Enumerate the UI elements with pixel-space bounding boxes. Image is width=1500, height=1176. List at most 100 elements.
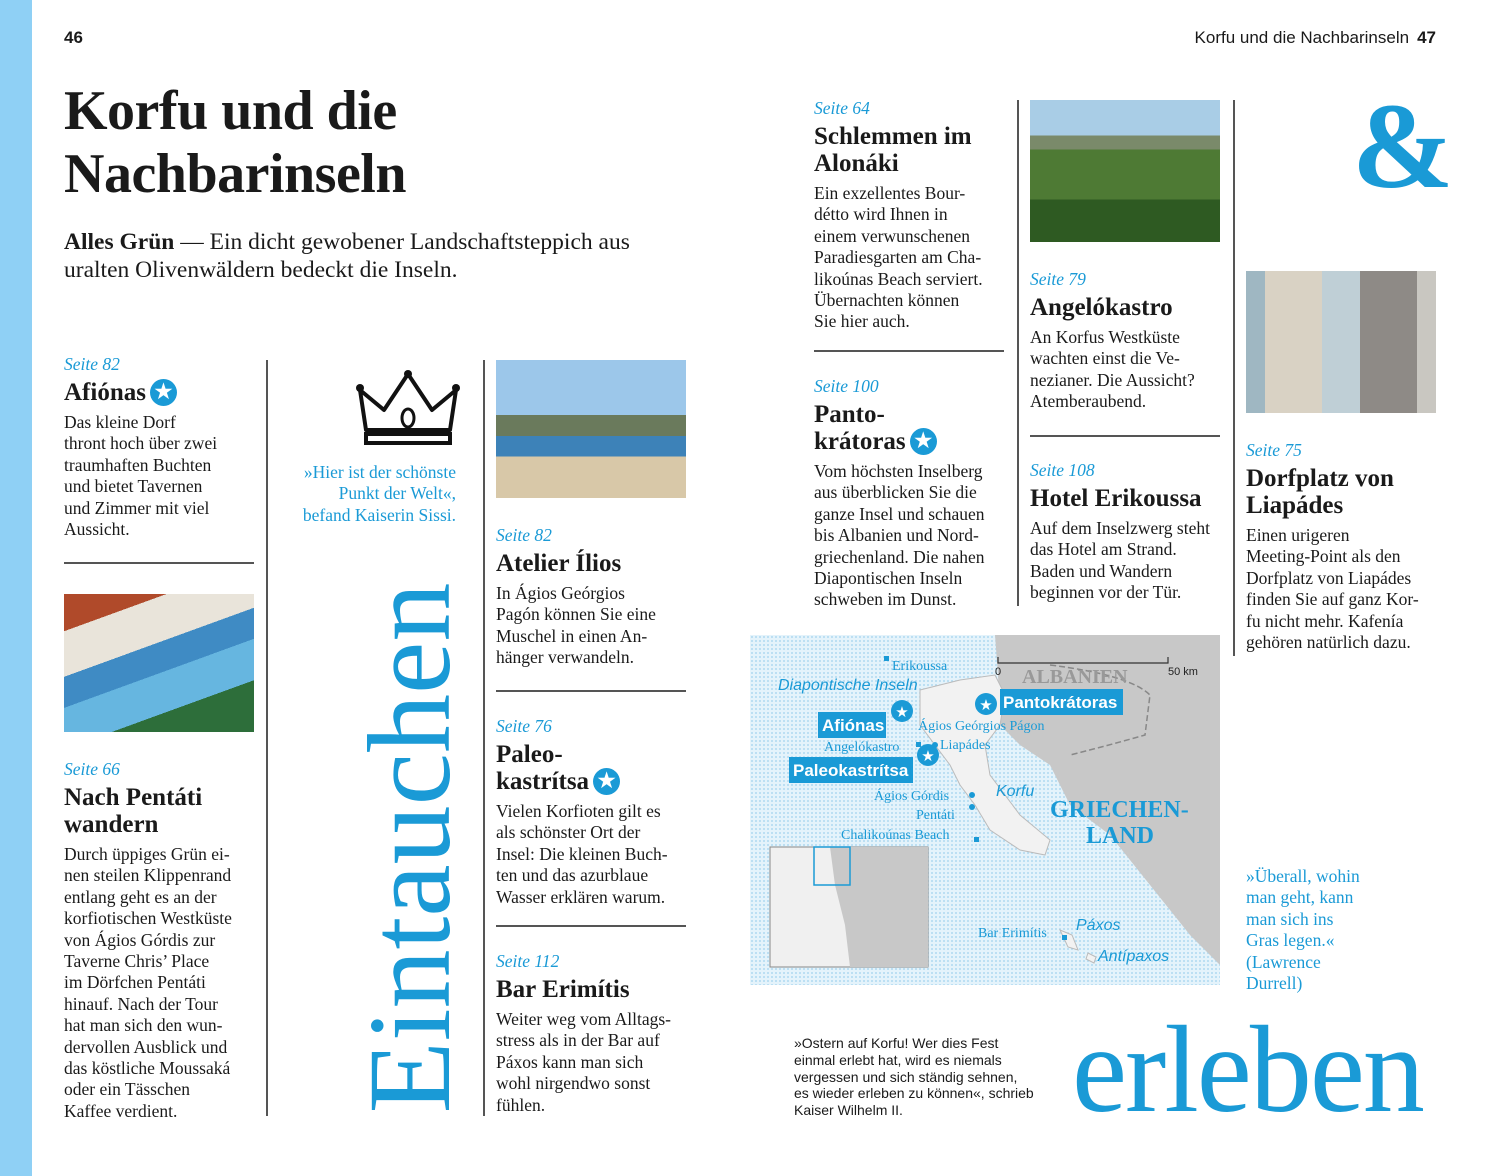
entry-atelier-ilios: Seite 82 Atelier Ílios In Ágios Geórgios… — [496, 525, 688, 669]
svg-text:Antípaxos: Antípaxos — [1097, 948, 1169, 965]
entry-alonaki: Seite 64 Schlemmen im Alonáki Ein exzell… — [814, 98, 1006, 333]
star-icon: ★ — [593, 768, 621, 795]
map-korfu: 0 50 km ALBANIEN GRIECHEN- LAND Diaponti… — [750, 635, 1220, 985]
page-ref: Seite 82 — [496, 525, 552, 545]
svg-text:Ágios Geórgios Págon: Ágios Geórgios Págon — [918, 717, 1045, 734]
entry-title: Panto- krátoras ★ — [814, 401, 1006, 455]
running-title: Korfu und die Nachbarinseln — [1194, 28, 1410, 47]
entry-title: Hotel Erikoussa — [1030, 485, 1202, 512]
svg-text:Pentáti: Pentáti — [916, 808, 955, 823]
svg-text:Erikoussa: Erikoussa — [892, 659, 948, 674]
entry-title: Afiónas ★ — [64, 379, 256, 406]
svg-text:Angelókastro: Angelókastro — [824, 740, 899, 755]
display-ampersand: & — [1352, 79, 1454, 214]
intro: Alles Grün — Ein dicht gewobener Landsch… — [64, 228, 684, 284]
page-ref: Seite 66 — [64, 759, 120, 779]
map-scale-bar — [997, 657, 1169, 664]
svg-text:Korfu: Korfu — [996, 783, 1034, 800]
entry-text: Vom höchsten Inselberg aus überblicken S… — [814, 461, 985, 610]
page-number-right: 47 — [1417, 28, 1436, 47]
page-title: Korfu und die Nachbarinseln — [64, 80, 407, 205]
entry-title: Atelier Ílios — [496, 550, 622, 577]
entry-text: Einen urigeren Meeting-Point als den Dor… — [1246, 525, 1419, 653]
divider — [496, 690, 686, 692]
page-ref: Seite 82 — [64, 354, 120, 374]
svg-text:Chalikoúnas Beach: Chalikoúnas Beach — [841, 828, 949, 843]
entry-title: Nach Pentáti wandern — [64, 784, 203, 838]
map-label-albania: ALBANIEN — [1022, 666, 1128, 688]
column-rule — [1233, 100, 1235, 656]
entry-text: Das kleine Dorf thront hoch über zwei tr… — [64, 412, 218, 540]
star-icon: ★ — [149, 379, 177, 406]
page-edge-bar — [0, 0, 32, 1176]
svg-text:Páxos: Páxos — [1076, 917, 1120, 934]
column-rule — [1017, 100, 1019, 606]
entry-title: Paleo- kastrítsa ★ — [496, 741, 688, 795]
divider — [496, 925, 686, 927]
quote-sissi: »Hier ist der schönste Punkt der Welt«, … — [302, 462, 456, 525]
entry-erikoussa: Seite 108 Hotel Erikoussa Auf dem Inselz… — [1030, 460, 1222, 604]
svg-text:★: ★ — [921, 747, 934, 765]
svg-text:Liapádes: Liapádes — [940, 738, 991, 753]
star-icon — [975, 693, 997, 715]
svg-text:★: ★ — [895, 703, 908, 721]
entry-bar-erimitis: Seite 112 Bar Erimítis Weiter weg vom Al… — [496, 951, 688, 1116]
photo-two-men — [1246, 271, 1436, 413]
entry-title: Bar Erimítis — [496, 976, 630, 1003]
page-ref: Seite 76 — [496, 716, 552, 736]
entry-angelokastro: Seite 79 Angelókastro An Korfus Westküst… — [1030, 269, 1222, 413]
page-ref: Seite 100 — [814, 376, 879, 396]
quote-wilhelm: »Ostern auf Korfu! Wer dies Fest einmal … — [794, 1035, 1034, 1119]
entry-text: Durch üppiges Grün ei- nen steilen Klipp… — [64, 844, 232, 1121]
star-icon — [917, 744, 939, 766]
page-ref: Seite 108 — [1030, 460, 1095, 480]
column-rule — [266, 360, 268, 1116]
crown-icon — [356, 370, 460, 445]
divider — [814, 350, 1004, 352]
entry-title: Angelókastro — [1030, 294, 1173, 321]
star-icon — [891, 700, 913, 722]
svg-text:★: ★ — [979, 696, 992, 714]
running-header: Korfu und die Nachbarinseln 47 — [1195, 28, 1436, 48]
svg-text:Diapontische Inseln: Diapontische Inseln — [778, 677, 918, 694]
entry-title: Schlemmen im Alonáki — [814, 123, 972, 177]
page-ref: Seite 64 — [814, 98, 870, 118]
map-highlight-pantokratoras: Pantokrátoras — [1003, 693, 1117, 712]
map-mainland — [995, 635, 1220, 965]
column-rule — [483, 360, 485, 1116]
svg-text:0: 0 — [995, 666, 1001, 678]
entry-liapades: Seite 75 Dorfplatz von Liapádes Einen ur… — [1246, 440, 1438, 653]
page-ref: Seite 112 — [496, 951, 560, 971]
intro-lead: Alles Grün — [64, 229, 175, 255]
entry-text: Ein exzellentes Bour- détto wird Ihnen i… — [814, 183, 983, 332]
display-eintauchen: Eintauchen — [344, 582, 475, 1114]
photo-angelokastro — [1030, 100, 1220, 242]
entry-paleokastritsa: Seite 76 Paleo- kastrítsa ★ Vielen Korfio… — [496, 716, 688, 908]
entry-text: Weiter weg vom Alltags- stress als in de… — [496, 1009, 672, 1115]
display-erleben: erleben — [1072, 1001, 1425, 1138]
entry-title: Dorfplatz von Liapádes — [1246, 465, 1394, 519]
entry-pentati: Seite 66 Nach Pentáti wandern Durch üppi… — [64, 759, 256, 1122]
divider — [64, 562, 254, 564]
quote-durrell: »Überall, wohin man geht, kann man sich … — [1246, 866, 1360, 994]
map-highlight-afionas: Afiónas — [822, 716, 884, 735]
entry-text: Auf dem Inselzwerg steht das Hotel am St… — [1030, 518, 1210, 603]
svg-text:50 km: 50 km — [1168, 666, 1198, 678]
page-number-left: 46 — [64, 28, 83, 47]
svg-text:Ágios Górdis: Ágios Górdis — [874, 787, 949, 804]
svg-text:Bar Erimítis: Bar Erimítis — [978, 926, 1047, 941]
entry-pantokratoras: Seite 100 Panto- krátoras ★ Vom höchsten … — [814, 376, 1006, 611]
map-label-greece: GRIECHEN- — [1050, 797, 1189, 823]
photo-pentati-house — [64, 594, 254, 732]
photo-beach-boats — [496, 360, 686, 498]
intro-text: — Ein dicht gewobener Landschaftsteppich… — [64, 229, 630, 283]
divider — [1030, 435, 1220, 437]
page-ref: Seite 75 — [1246, 440, 1302, 460]
svg-text:LAND: LAND — [1086, 823, 1154, 849]
page-ref: Seite 79 — [1030, 269, 1086, 289]
star-icon: ★ — [909, 428, 937, 455]
entry-afionas: Seite 82 Afiónas ★ Das kleine Dorf thront… — [64, 354, 256, 540]
entry-text: Vielen Korfioten gilt es als schönster O… — [496, 801, 668, 907]
entry-text: An Korfus Westküste wachten einst die Ve… — [1030, 327, 1195, 412]
map-highlight-paleokastritsa: Paleokastrítsa — [793, 761, 909, 780]
